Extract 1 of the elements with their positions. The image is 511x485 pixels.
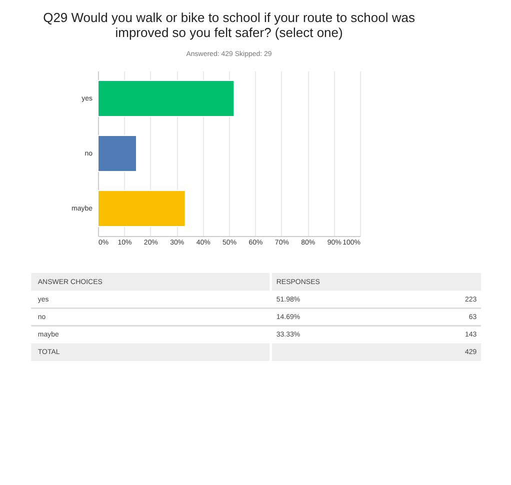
chart-title: Q29 Would you walk or bike to school if your route to school was improved so you felt safer? (select one) bbox=[43, 10, 416, 40]
